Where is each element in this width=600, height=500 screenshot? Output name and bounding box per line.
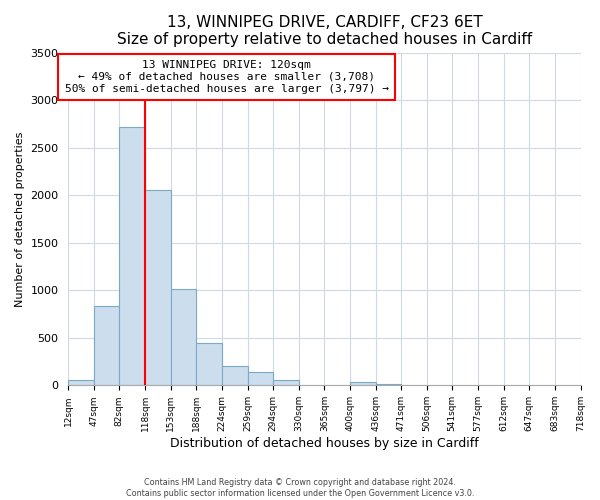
Bar <box>170 290 196 386</box>
X-axis label: Distribution of detached houses by size in Cardiff: Distribution of detached houses by size … <box>170 437 479 450</box>
Text: 13 WINNIPEG DRIVE: 120sqm
← 49% of detached houses are smaller (3,708)
50% of se: 13 WINNIPEG DRIVE: 120sqm ← 49% of detac… <box>65 60 389 94</box>
Bar <box>248 372 273 386</box>
Y-axis label: Number of detached properties: Number of detached properties <box>15 132 25 306</box>
Bar <box>196 342 222 386</box>
Bar <box>350 382 376 386</box>
Bar <box>145 190 170 386</box>
Bar <box>94 306 119 386</box>
Text: Contains HM Land Registry data © Crown copyright and database right 2024.
Contai: Contains HM Land Registry data © Crown c… <box>126 478 474 498</box>
Bar <box>376 384 401 386</box>
Bar <box>119 127 145 386</box>
Bar <box>222 366 248 386</box>
Title: 13, WINNIPEG DRIVE, CARDIFF, CF23 6ET
Size of property relative to detached hous: 13, WINNIPEG DRIVE, CARDIFF, CF23 6ET Si… <box>117 15 532 48</box>
Bar <box>68 380 94 386</box>
Bar <box>273 380 299 386</box>
